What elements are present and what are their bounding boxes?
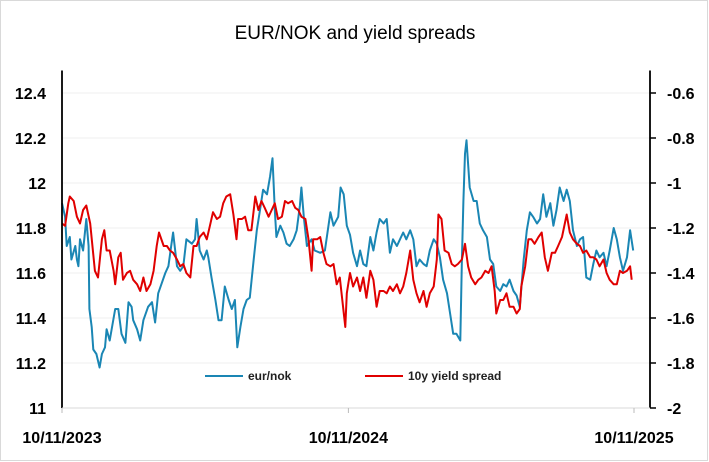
- gridlines: [62, 92, 650, 364]
- series-line-eur-nok: [61, 139, 635, 369]
- y-left-tick-label: 12.4: [15, 86, 46, 103]
- axes: 11 11.2 11.4 11.6 11.8 12 12.2 12.4 -2 -1.8 -1.6 -1…: [15, 70, 695, 447]
- y-right-tick-label: -2: [667, 401, 681, 418]
- y-left-tick-label: 11: [29, 401, 46, 418]
- y-left-tick-label: 11.6: [16, 266, 46, 283]
- x-tick-label: 10/11/2024: [309, 430, 388, 447]
- legend: eur/nok 10y yield spread: [205, 369, 501, 383]
- y-left-tick-label: 11.8: [16, 221, 46, 238]
- y-right-tick-label: -1.6: [667, 311, 695, 328]
- y-left-tick-label: 12: [28, 176, 46, 193]
- y-right-tick-label: -0.8: [667, 131, 695, 148]
- legend-label-yield-spread: 10y yield spread: [408, 369, 501, 383]
- y-right-tick-label: -1.4: [667, 266, 695, 283]
- y-left-tick-label: 11.4: [16, 311, 46, 328]
- chart-title: EUR/NOK and yield spreads: [235, 23, 476, 44]
- y-right-tick-label: -1.8: [667, 356, 695, 373]
- x-tick-label: 10/11/2023: [22, 430, 101, 447]
- legend-label-eur-nok: eur/nok: [248, 369, 292, 383]
- series-group: [61, 139, 635, 369]
- y-right-tick-label: -1.2: [667, 221, 695, 238]
- y-left-tick-label: 12.2: [15, 131, 46, 148]
- y-right-tick-label: -1: [667, 176, 681, 193]
- y-left-tick-label: 11.2: [16, 356, 46, 373]
- series-line-10y-yield-spread: [61, 193, 633, 328]
- y-right-tick-label: -0.6: [667, 86, 695, 103]
- x-tick-label: 10/11/2025: [594, 430, 673, 447]
